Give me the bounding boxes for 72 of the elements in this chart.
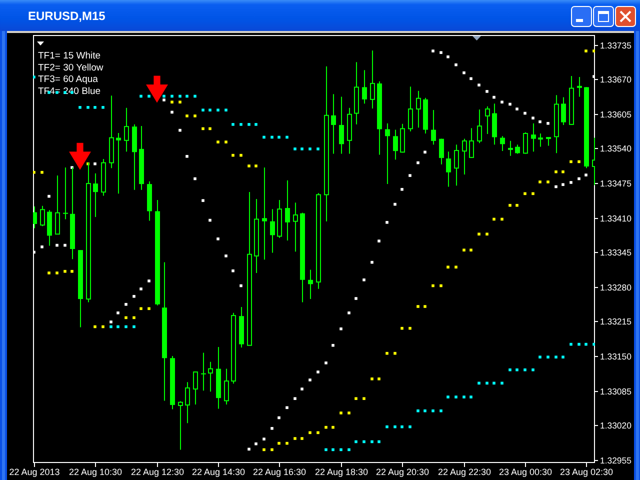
candlestick xyxy=(561,96,566,126)
candlestick xyxy=(33,206,37,229)
candlestick xyxy=(500,136,505,152)
candlestick xyxy=(393,129,398,160)
candlestick xyxy=(270,208,275,254)
candlestick xyxy=(40,205,45,227)
x-tick-label: 22 Aug 14:30 xyxy=(192,467,246,477)
candlestick xyxy=(370,50,375,109)
y-tick-label: 1.33345 xyxy=(600,248,632,258)
y-tick-label: 1.33410 xyxy=(600,214,632,224)
candlestick xyxy=(178,400,183,450)
candlestick xyxy=(224,368,229,405)
y-tick-label: 1.33150 xyxy=(600,352,632,362)
y-tick-label: 1.32955 xyxy=(600,456,632,466)
candlestick xyxy=(285,180,290,241)
candlestick xyxy=(523,132,528,154)
x-tick-label: 22 Aug 2013 xyxy=(9,467,60,477)
candlestick xyxy=(339,96,344,154)
annotation: TF3= 60 Aqua xyxy=(38,74,99,86)
y-tick-label: 1.33020 xyxy=(600,420,632,430)
x-tick-label: 22 Aug 16:30 xyxy=(252,467,306,477)
candlestick xyxy=(116,132,121,194)
x-tick-label: 23 Aug 00:30 xyxy=(498,467,552,477)
x-tick-label: 22 Aug 10:30 xyxy=(68,467,122,477)
chart-title: EURUSD,M15 xyxy=(28,9,106,23)
y-tick-label: 1.33280 xyxy=(600,282,632,292)
candlestick xyxy=(416,90,421,128)
x-tick-label: 23 Aug 02:30 xyxy=(560,467,614,477)
y-tick-label: 1.33215 xyxy=(600,316,632,326)
candlestick xyxy=(400,123,405,154)
candlestick xyxy=(362,70,367,104)
candlestick xyxy=(485,106,490,135)
candlestick xyxy=(47,210,52,246)
y-tick-label: 1.33085 xyxy=(600,386,632,396)
candlestick xyxy=(439,138,444,165)
candlestick xyxy=(408,86,413,132)
y-tick-label: 1.33735 xyxy=(600,40,632,50)
candlestick xyxy=(492,103,497,146)
x-tick-label: 22 Aug 20:30 xyxy=(376,467,430,477)
x-tick-label: 22 Aug 22:30 xyxy=(438,467,492,477)
candlestick xyxy=(331,94,336,154)
candlestick xyxy=(431,110,436,146)
candlestick xyxy=(63,167,68,220)
candlestick xyxy=(515,144,520,154)
candlestick xyxy=(193,370,198,405)
candlestick xyxy=(185,382,190,424)
candlestick xyxy=(124,107,129,152)
candlestick xyxy=(93,172,98,218)
candlestick xyxy=(201,352,206,392)
candlestick xyxy=(308,269,313,300)
annotation: TF2= 30 Yellow xyxy=(38,62,104,74)
candlestick xyxy=(531,122,536,152)
candlestick xyxy=(293,202,298,252)
candlestick xyxy=(55,175,60,235)
candlestick xyxy=(577,76,582,98)
candlestick xyxy=(446,151,451,188)
candlestick xyxy=(538,132,543,148)
candlestick xyxy=(477,109,482,144)
x-tick-label: 22 Aug 18:30 xyxy=(314,467,368,477)
y-tick-label: 1.33605 xyxy=(600,110,632,120)
y-tick-label: 1.33475 xyxy=(600,178,632,188)
candlestick xyxy=(462,138,467,175)
candlestick xyxy=(469,128,474,158)
candlestick xyxy=(208,361,213,392)
candlestick xyxy=(454,144,459,186)
candlestick xyxy=(508,140,513,156)
y-tick-label: 1.33670 xyxy=(600,74,632,84)
candlestick xyxy=(262,167,267,260)
annotation: TF1= 15 White xyxy=(38,50,101,62)
candlestick xyxy=(385,122,390,185)
y-tick-label: 1.33540 xyxy=(600,144,632,154)
x-tick-label: 22 Aug 12:30 xyxy=(130,467,184,477)
